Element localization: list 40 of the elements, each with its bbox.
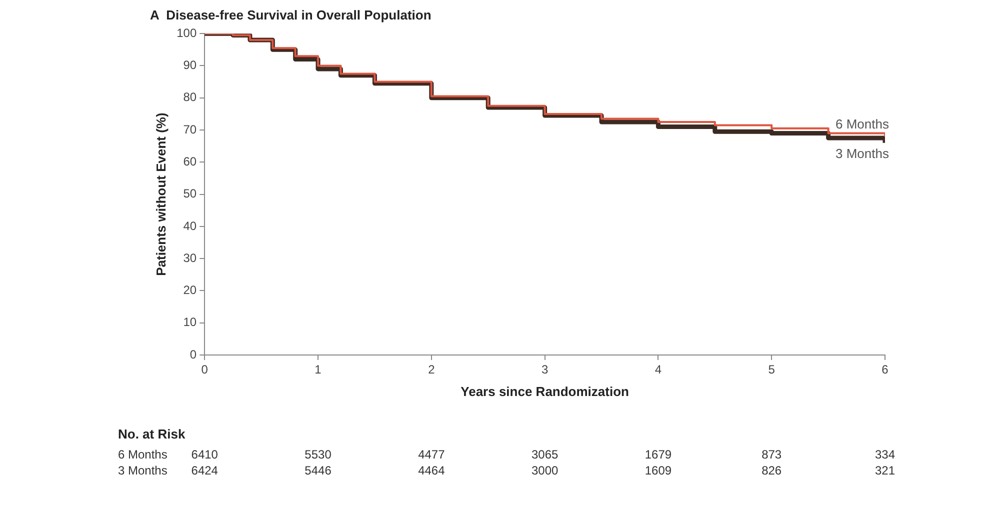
y-tick-label: 50 xyxy=(183,186,197,201)
chart-title: A Disease-free Survival in Overall Population xyxy=(150,7,432,22)
text: 826 xyxy=(762,463,782,478)
series-label: 3 Months xyxy=(836,146,890,161)
x-tick-label: 4 xyxy=(654,362,662,377)
x-axis-title: Years since Randomization xyxy=(460,384,630,399)
text: 873 xyxy=(762,447,782,462)
y-tick-label: 60 xyxy=(183,154,197,168)
x-tick-label: 2 xyxy=(428,362,436,377)
y-tick-label: 70 xyxy=(183,122,197,136)
text: 1609 xyxy=(644,463,672,478)
series-label: 6 Months xyxy=(836,116,890,132)
x-tick-label: 3 xyxy=(541,362,548,377)
text: 5446 xyxy=(304,463,332,478)
text: 3 Months xyxy=(118,463,168,478)
x-tick-label: 5 xyxy=(768,362,776,377)
y-tick-label: 80 xyxy=(183,90,197,104)
y-tick-label: 20 xyxy=(183,283,197,298)
text: 1679 xyxy=(644,447,672,462)
y-tick-label: 10 xyxy=(183,315,197,330)
text: 6424 xyxy=(191,463,218,478)
y-tick-label: 90 xyxy=(183,58,197,72)
text: No. at Risk xyxy=(118,426,186,442)
y-tick-label: 40 xyxy=(183,218,197,233)
y-tick-label: 30 xyxy=(183,250,197,265)
text: 334 xyxy=(874,447,896,462)
text: 6410 xyxy=(191,447,218,462)
text: 4477 xyxy=(418,447,446,462)
y-axis-title: Patients without Event (%) xyxy=(153,112,168,276)
text: 3065 xyxy=(531,447,558,462)
x-tick-label: 0 xyxy=(201,362,208,377)
x-tick-label: 6 xyxy=(882,362,889,377)
text: 5530 xyxy=(304,447,332,462)
text: 3000 xyxy=(531,463,558,478)
y-tick-label: 100 xyxy=(176,26,197,40)
text: 4464 xyxy=(418,463,446,478)
y-tick-label: 0 xyxy=(190,347,197,362)
x-tick-label: 1 xyxy=(314,362,322,377)
text: 6 Months xyxy=(118,447,168,462)
text: 321 xyxy=(874,463,896,478)
